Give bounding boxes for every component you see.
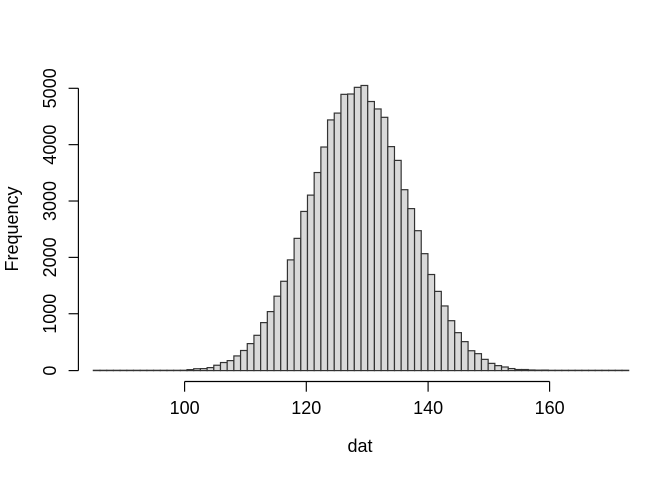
svg-text:120: 120	[291, 398, 321, 418]
svg-text:0: 0	[40, 366, 60, 376]
svg-text:140: 140	[413, 398, 443, 418]
svg-text:1000: 1000	[40, 294, 60, 334]
svg-text:100: 100	[170, 398, 200, 418]
svg-text:3000: 3000	[40, 181, 60, 221]
svg-text:2000: 2000	[40, 237, 60, 277]
svg-text:5000: 5000	[40, 68, 60, 108]
svg-text:4000: 4000	[40, 125, 60, 165]
svg-text:Frequency: Frequency	[2, 186, 22, 271]
svg-text:160: 160	[535, 398, 565, 418]
svg-text:dat: dat	[347, 436, 372, 456]
